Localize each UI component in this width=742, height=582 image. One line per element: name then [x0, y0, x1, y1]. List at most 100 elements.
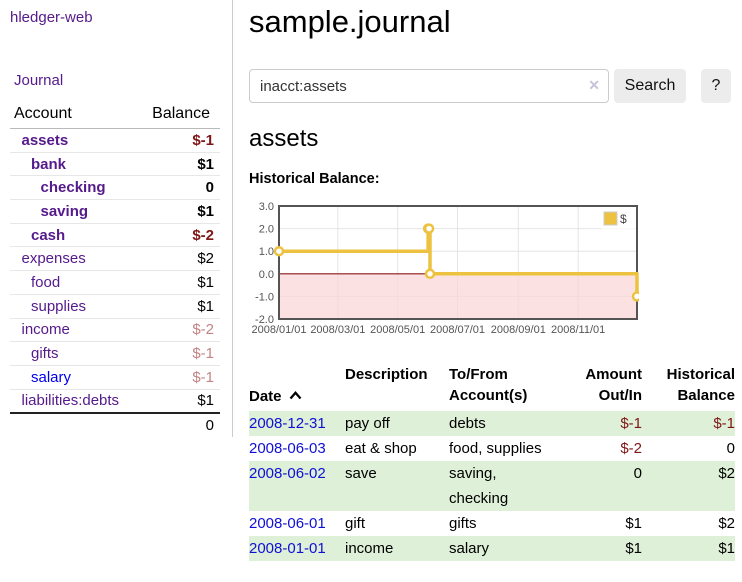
transaction-amount: $-1 — [620, 415, 642, 432]
register-row: 2008-06-03 eat & shop food, supplies $-2 0 — [249, 436, 735, 461]
account-link[interactable]: supplies — [31, 297, 87, 315]
account-row: salary $-1 — [10, 366, 220, 390]
chart-data-marker — [273, 245, 285, 257]
chart-data-marker — [631, 291, 639, 302]
chart-y-tick: -2.0 — [255, 314, 274, 326]
account-total-row: 0 — [10, 412, 220, 438]
sort-ascending-icon — [289, 385, 302, 406]
transaction-amount: $-2 — [620, 440, 642, 457]
account-row: bank $1 — [10, 153, 220, 177]
account-row: supplies $1 — [10, 295, 220, 319]
transaction-date-link[interactable]: 2008-06-01 — [249, 515, 326, 532]
chart-x-tick: 2008/05/01 — [370, 324, 425, 336]
balance-column-header: Historical Balance — [666, 366, 735, 404]
account-link[interactable]: cash — [31, 226, 66, 244]
account-row: income $-2 — [10, 319, 220, 343]
account-link[interactable]: gifts — [31, 345, 59, 363]
transaction-date-link[interactable]: 2008-01-01 — [249, 540, 326, 557]
register-row: 2008-01-01 income salary $1 $1 — [249, 536, 735, 561]
register-table: Date Description To/From Account(s) Amou… — [249, 364, 735, 561]
page-title: sample.journal — [249, 4, 451, 39]
amount-column-header: Amount Out/In — [585, 366, 642, 404]
chart-x-tick: 2008/03/01 — [310, 324, 365, 336]
account-row: saving $1 — [10, 200, 220, 224]
transaction-balance: $1 — [718, 540, 735, 557]
account-balance: $1 — [197, 297, 214, 315]
account-balance: $2 — [197, 250, 214, 268]
transaction-date-link[interactable]: 2008-06-03 — [249, 440, 326, 457]
account-link[interactable]: checking — [40, 179, 106, 197]
account-row: cash $-2 — [10, 224, 220, 248]
account-row: liabilities:debts $1 — [10, 390, 220, 413]
transaction-description: save — [345, 465, 377, 482]
transaction-description: income — [345, 540, 394, 557]
register-row: 2008-06-01 gift gifts $1 $2 — [249, 511, 735, 536]
negative-region — [279, 273, 637, 319]
transaction-accounts: food, supplies — [449, 440, 542, 457]
chart-y-tick: -1.0 — [255, 291, 274, 303]
account-link[interactable]: income — [21, 321, 70, 339]
account-balance: $1 — [197, 273, 214, 291]
transaction-description: gift — [345, 515, 366, 532]
transaction-balance: 0 — [726, 440, 735, 457]
account-balance: $-1 — [192, 131, 214, 149]
transaction-date-link[interactable]: 2008-06-02 — [249, 465, 326, 482]
account-link[interactable]: food — [31, 273, 61, 291]
account-balance: $-1 — [192, 345, 214, 363]
account-link[interactable]: salary — [31, 368, 72, 386]
app-brand-link[interactable]: hledger-web — [10, 9, 93, 26]
chart-data-marker — [423, 223, 435, 234]
account-balance: $1 — [197, 202, 214, 220]
chart-y-tick: 2.0 — [259, 224, 274, 236]
historical-balance-chart: 3.0 2.0 1.0 0.0 -1.0 -2.0 2008/01/01 2008/03/01… — [249, 198, 639, 340]
transaction-amount: $1 — [625, 540, 642, 557]
account-table-header: Account Balance — [10, 105, 220, 129]
account-link[interactable]: liabilities:debts — [21, 392, 120, 410]
account-balance: 0 — [205, 179, 214, 197]
accounts-column-header: To/From Account(s) — [449, 366, 528, 404]
account-row: assets $-1 — [10, 129, 220, 153]
account-heading: assets — [249, 125, 319, 152]
transaction-accounts: gifts — [449, 515, 477, 532]
transaction-balance: $2 — [718, 465, 735, 482]
chart-y-tick: 1.0 — [259, 246, 274, 258]
account-row: food $1 — [10, 271, 220, 295]
account-link[interactable]: saving — [40, 202, 89, 220]
account-row: checking 0 — [10, 176, 220, 201]
help-button[interactable]: ? — [701, 69, 731, 103]
account-balance-table: Account Balance assets $-1 bank $1 checking 0… — [10, 105, 220, 438]
register-row: 2008-12-31 pay off debts $-1 $-1 — [249, 411, 735, 436]
transaction-accounts: saving, checking — [449, 465, 509, 507]
main-content: sample.journal ✕ Search ? assets Histori… — [249, 0, 735, 561]
transaction-accounts: salary — [449, 540, 490, 557]
register-row: 2008-06-02 save saving, checking 0 $2 — [249, 461, 735, 511]
account-column-header: Account — [14, 105, 72, 122]
account-balance: $1 — [197, 392, 214, 410]
account-link[interactable]: assets — [21, 131, 69, 149]
chart-data-marker — [424, 268, 436, 280]
transaction-amount: 0 — [633, 465, 642, 482]
register-header-row: Date Description To/From Account(s) Amou… — [249, 364, 735, 411]
chart-x-tick: 2008/09/01 — [491, 324, 546, 336]
chart-title: Historical Balance: — [249, 171, 380, 187]
account-balance: $1 — [197, 155, 214, 173]
search-button[interactable]: Search — [614, 69, 686, 103]
clear-search-icon[interactable]: ✕ — [588, 77, 600, 93]
nav-journal-link[interactable]: Journal — [14, 72, 64, 89]
description-column-header: Description — [345, 366, 428, 383]
transaction-date-link[interactable]: 2008-12-31 — [249, 415, 326, 432]
account-balance: $-2 — [192, 321, 214, 339]
search-input[interactable] — [249, 69, 609, 103]
account-link[interactable]: expenses — [21, 250, 86, 268]
account-link[interactable]: bank — [31, 155, 67, 173]
search-bar: ✕ Search ? — [249, 69, 735, 103]
transaction-balance: $2 — [718, 515, 735, 532]
chart-x-tick: 2008/01/01 — [251, 324, 306, 336]
legend-label: $ — [620, 212, 627, 226]
account-row: expenses $2 — [10, 247, 220, 272]
balance-column-header: Balance — [152, 105, 210, 122]
date-column-header[interactable]: Date — [249, 364, 345, 411]
transaction-description: pay off — [345, 415, 390, 432]
plot-border — [278, 205, 638, 320]
transaction-accounts: debts — [449, 415, 486, 432]
